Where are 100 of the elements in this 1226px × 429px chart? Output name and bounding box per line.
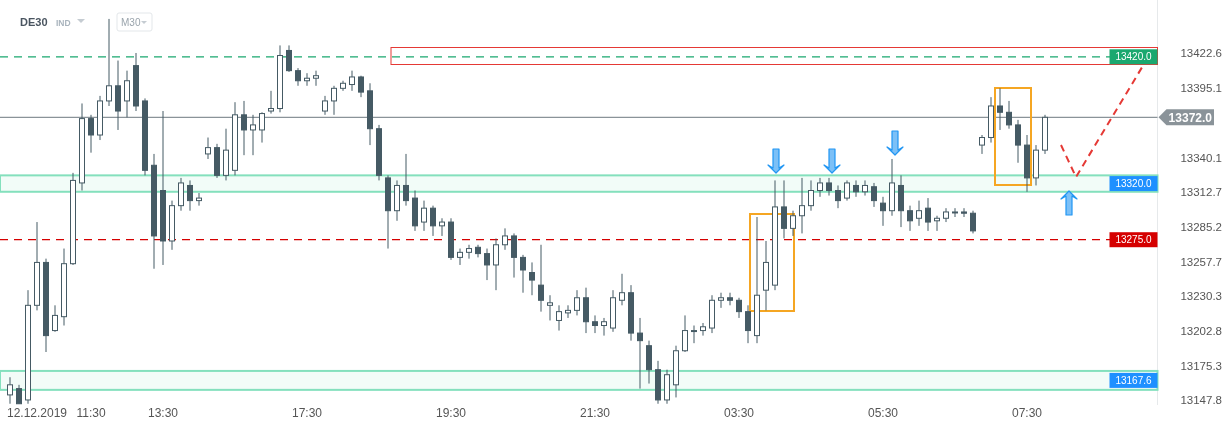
- x-tick-label: 12.12.2019: [6, 406, 68, 420]
- candlestick: [646, 340, 652, 385]
- candlestick: [565, 304, 571, 319]
- candlestick: [682, 314, 688, 353]
- candlestick: [268, 90, 274, 115]
- candlestick: [88, 114, 94, 154]
- candlestick: [736, 297, 742, 319]
- candlestick: [313, 70, 319, 87]
- candlestick: [817, 177, 823, 198]
- candlestick: [853, 179, 859, 198]
- candlestick: [727, 292, 733, 306]
- candlestick: [16, 384, 22, 405]
- candlestick: [493, 237, 499, 291]
- candlestick: [187, 179, 193, 212]
- y-tick-label: 13285.2: [1180, 220, 1222, 233]
- candlestick: [439, 217, 445, 237]
- candlestick: [106, 18, 112, 107]
- candlestick: [916, 200, 922, 227]
- candlestick: [592, 314, 598, 334]
- candlestick: [1015, 119, 1021, 164]
- x-tick-label: 05:30: [867, 406, 899, 420]
- candlestick: [871, 182, 877, 208]
- candlestick: [205, 137, 211, 160]
- candlestick: [835, 184, 841, 209]
- candlestick: [538, 244, 544, 313]
- candlestick: [484, 248, 490, 281]
- candlestick: [799, 177, 805, 234]
- candlestick: [556, 304, 562, 332]
- candlestick: [7, 376, 13, 405]
- candlestick: [547, 294, 553, 321]
- y-tick-label: 13395.1: [1180, 82, 1222, 95]
- candlestick: [808, 179, 814, 212]
- ref-line-label: 13372.0: [1168, 110, 1213, 125]
- y-tick-label: 13422.6: [1180, 47, 1222, 60]
- candlestick: [880, 196, 886, 227]
- candlestick: [934, 215, 940, 232]
- candlestick: [718, 292, 724, 309]
- candlestick: [907, 205, 913, 232]
- y-tick-label: 13257.7: [1180, 255, 1222, 268]
- candlestick: [961, 207, 967, 218]
- candlestick: [511, 232, 517, 279]
- candlestick: [304, 72, 310, 87]
- y-tick-label: 13230.3: [1180, 290, 1222, 303]
- candlestick: [430, 205, 436, 237]
- candlestick: [466, 244, 472, 260]
- x-tick-label: 13:30: [147, 406, 179, 420]
- candlestick: [259, 111, 265, 144]
- x-tick-label: 21:30: [579, 406, 611, 420]
- candlestick: [745, 304, 751, 344]
- ref-line-label: 13420.0: [1115, 51, 1153, 63]
- y-tick-label: 13340.1: [1180, 151, 1222, 164]
- candlestick: [196, 192, 202, 207]
- y-tick-label: 13202.8: [1180, 324, 1222, 337]
- band-label: 13320.0: [1115, 178, 1153, 190]
- candlestick: [250, 114, 256, 156]
- y-tick-label: 13312.7: [1180, 186, 1222, 199]
- candlestick: [952, 207, 958, 218]
- candlestick: [322, 95, 328, 116]
- text: DE30: [20, 16, 48, 28]
- candlestick: [979, 134, 985, 155]
- candlestick: [52, 304, 58, 333]
- candlestick: [844, 179, 850, 202]
- annotation: M30: [121, 17, 141, 28]
- candlestick: [691, 325, 697, 344]
- candlestick: [529, 261, 535, 296]
- candlestick: [637, 317, 643, 390]
- candlestick: [700, 322, 706, 337]
- candlestick: [349, 70, 355, 92]
- candlestick: [781, 179, 787, 239]
- candlestick: [520, 254, 526, 294]
- candlestick: [583, 287, 589, 334]
- candlestick: [241, 100, 247, 156]
- candlestick: [1006, 100, 1012, 130]
- band-label: 13167.6: [1115, 374, 1153, 386]
- y-tick-label: 13147.8: [1180, 394, 1222, 407]
- x-tick-label: 17:30: [291, 406, 323, 420]
- candlestick: [286, 44, 292, 73]
- x-tick-label: 03:30: [723, 406, 755, 420]
- text: IND: [56, 18, 71, 28]
- x-tick-label: 19:30: [435, 406, 467, 420]
- candlestick: [331, 85, 337, 116]
- candlestick: [601, 317, 607, 337]
- candlestick: [862, 179, 868, 197]
- candlestick: [925, 197, 931, 232]
- x-tick-label: 11:30: [76, 406, 106, 420]
- candlestick: [457, 248, 463, 266]
- candlestick: [826, 177, 832, 197]
- ref-line-label: 13275.0: [1115, 234, 1153, 246]
- candlestick: [574, 289, 580, 316]
- y-tick-label: 13175.3: [1180, 359, 1222, 372]
- candlestick: [502, 227, 508, 251]
- candlestick: [124, 70, 130, 118]
- candlestick: [970, 210, 976, 234]
- candlestick: [997, 87, 1003, 131]
- x-tick-label: 07:30: [1011, 406, 1043, 420]
- candlestick: [790, 210, 796, 237]
- candlestick: [619, 273, 625, 306]
- candlestick: [178, 177, 184, 212]
- candlestick: [421, 200, 427, 232]
- candlestick: [403, 153, 409, 207]
